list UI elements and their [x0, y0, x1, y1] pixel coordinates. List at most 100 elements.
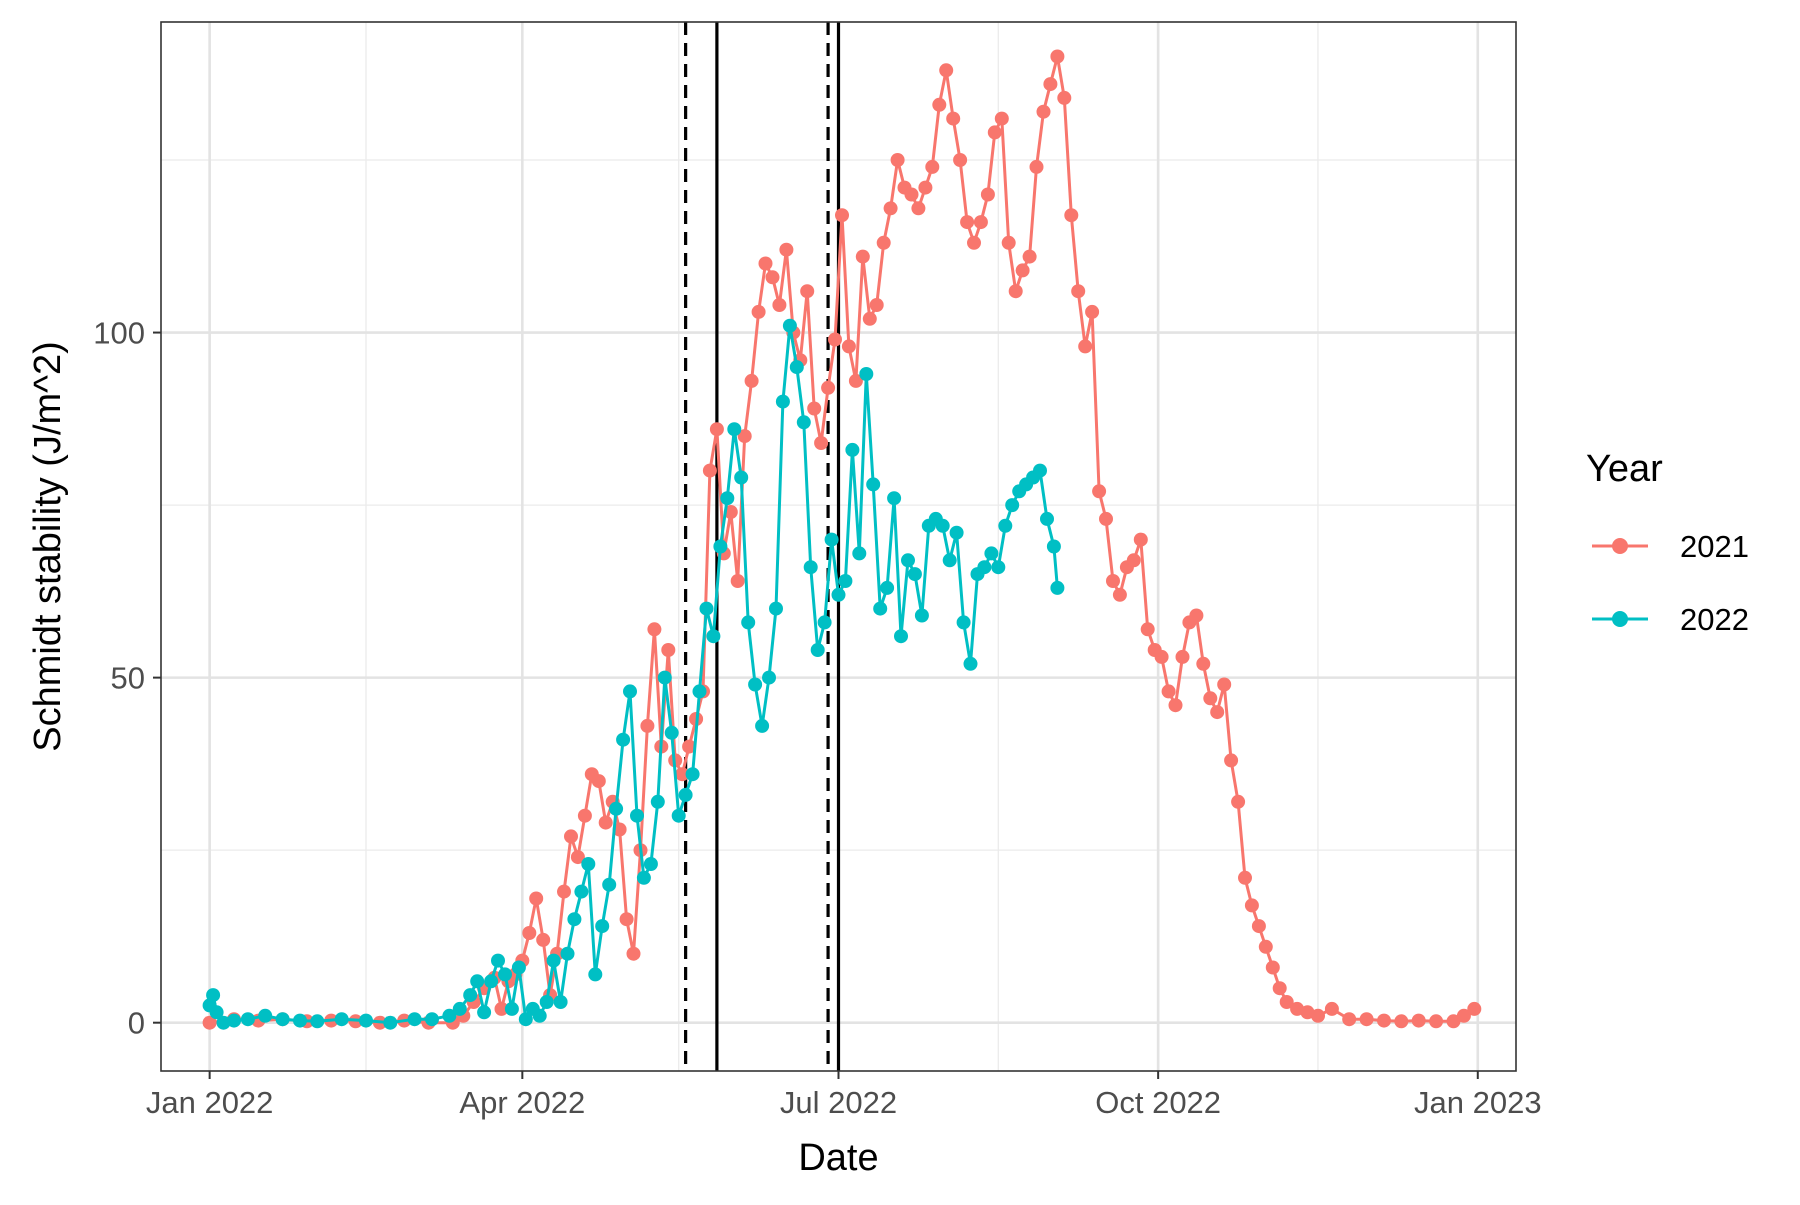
- data-point: [991, 560, 1006, 575]
- series-line: [209, 55, 1476, 1025]
- data-point: [1251, 919, 1266, 934]
- data-point: [616, 732, 631, 747]
- data-point: [737, 429, 752, 444]
- data-point: [1217, 677, 1232, 692]
- data-point: [1467, 1001, 1482, 1016]
- data-point: [671, 808, 686, 823]
- data-point: [692, 684, 707, 699]
- data-point: [914, 608, 929, 623]
- data-point: [640, 718, 655, 733]
- data-point: [577, 808, 592, 823]
- data-point: [1001, 235, 1016, 250]
- data-point: [1359, 1012, 1374, 1027]
- data-point: [977, 560, 992, 575]
- data-point: [699, 601, 714, 616]
- data-point: [609, 801, 624, 816]
- data-point: [890, 153, 905, 167]
- data-point: [880, 580, 895, 595]
- data-point: [907, 567, 922, 582]
- data-point: [1238, 870, 1252, 885]
- data-point: [782, 318, 797, 333]
- data-point: [883, 201, 898, 216]
- data-point: [564, 829, 578, 844]
- data-point: [682, 739, 697, 754]
- series-2022: [202, 318, 1065, 1030]
- data-point: [845, 442, 860, 457]
- data-point: [623, 684, 637, 699]
- data-point: [803, 560, 818, 575]
- legend-key-point: [1612, 611, 1628, 627]
- data-point: [504, 1001, 519, 1016]
- x-axis-title: Date: [798, 1137, 878, 1179]
- data-point: [529, 891, 544, 906]
- data-point: [1411, 1013, 1426, 1028]
- data-point: [1050, 580, 1065, 595]
- data-point: [470, 974, 485, 989]
- data-point: [664, 725, 679, 740]
- data-point: [407, 1012, 422, 1027]
- data-point: [574, 884, 589, 899]
- legend-title: Year: [1586, 448, 1663, 490]
- data-point: [800, 284, 815, 299]
- data-point: [835, 208, 849, 223]
- data-point: [1085, 304, 1100, 319]
- data-point: [1168, 698, 1183, 713]
- data-point: [779, 242, 794, 257]
- data-point: [1071, 284, 1086, 299]
- data-point: [1050, 49, 1065, 64]
- data-point: [1224, 753, 1239, 768]
- data-point: [796, 415, 811, 430]
- x-tick-label: Jan 2022: [146, 1085, 274, 1120]
- data-point: [953, 153, 968, 167]
- data-point: [765, 270, 780, 285]
- data-point: [904, 187, 919, 202]
- data-point: [661, 643, 676, 657]
- data-point: [494, 1001, 509, 1016]
- legend-label: 2021: [1680, 529, 1749, 564]
- data-point: [706, 629, 721, 644]
- data-point: [1175, 649, 1190, 664]
- data-point: [1265, 960, 1280, 975]
- data-point: [1456, 1008, 1471, 1023]
- data-point: [744, 373, 759, 388]
- x-tick-label: Oct 2022: [1095, 1085, 1221, 1120]
- data-point: [1446, 1014, 1461, 1029]
- data-point: [1203, 691, 1218, 706]
- data-point: [522, 926, 537, 940]
- data-point: [650, 794, 665, 809]
- data-point: [956, 615, 971, 630]
- data-point: [463, 988, 478, 1003]
- data-point: [1196, 656, 1211, 671]
- data-point: [901, 553, 915, 568]
- data-point: [227, 1013, 241, 1028]
- data-point: [887, 491, 902, 506]
- data-point: [1092, 484, 1107, 499]
- data-point: [925, 159, 940, 174]
- data-point: [359, 1013, 373, 1028]
- data-point: [946, 111, 961, 126]
- data-point: [911, 201, 926, 216]
- data-point: [939, 63, 954, 78]
- data-point: [1394, 1014, 1409, 1029]
- data-point: [553, 995, 568, 1009]
- legend-label: 2022: [1680, 602, 1749, 637]
- data-point: [838, 574, 853, 588]
- data-point: [1324, 1001, 1339, 1016]
- data-point: [1231, 794, 1246, 809]
- data-point: [591, 774, 606, 789]
- legend: Year 2021 2022: [1586, 448, 1749, 637]
- data-point: [240, 1012, 255, 1027]
- data-point: [1244, 898, 1259, 913]
- data-point: [973, 215, 988, 230]
- x-tick-label: Jul 2022: [780, 1085, 897, 1120]
- data-point: [713, 539, 728, 554]
- data-point: [1272, 981, 1287, 996]
- data-point: [1078, 339, 1093, 354]
- data-point: [994, 111, 1009, 126]
- data-point: [216, 1015, 231, 1030]
- data-point: [980, 187, 995, 202]
- y-axis-title: Schmidt stability (J/m^2): [27, 341, 69, 752]
- x-axis: Jan 2022 Apr 2022 Jul 2022 Oct 2022 Jan 2023: [146, 1071, 1542, 1120]
- data-point: [570, 850, 585, 865]
- data-point: [963, 656, 978, 671]
